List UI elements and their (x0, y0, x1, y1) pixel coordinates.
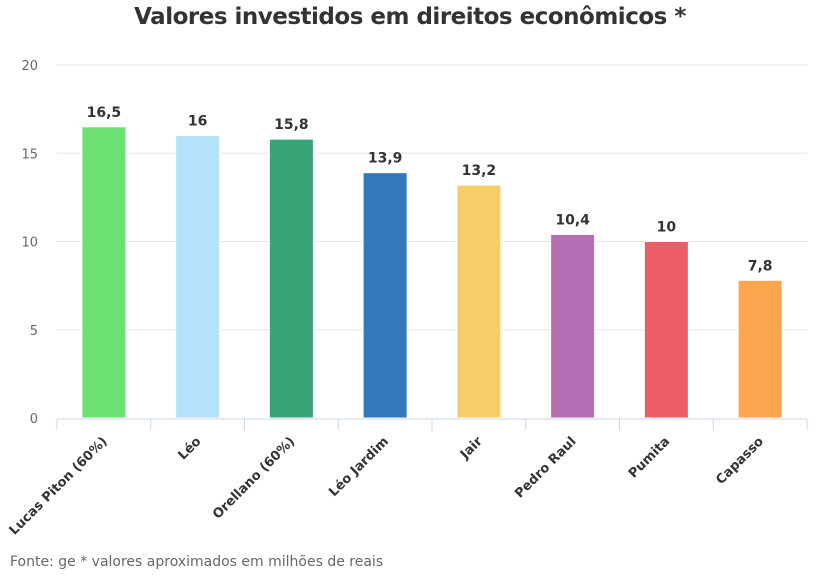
x-tick-label: Lucas Piton (60%) (7, 434, 111, 538)
bar (362, 172, 408, 419)
data-label: 10 (657, 220, 677, 236)
x-tick-label: Pumita (626, 434, 673, 481)
y-tick-label: 20 (21, 59, 38, 74)
bar (268, 138, 314, 419)
x-tick-label: Pedro Raul (512, 434, 579, 501)
y-tick-label: 10 (21, 236, 38, 251)
bar (643, 241, 689, 419)
gridlines (57, 64, 807, 331)
bar (550, 233, 596, 419)
bar (81, 126, 127, 419)
source-footer: Fonte: ge * valores aproximados em milhõ… (10, 554, 384, 570)
data-label: 16,5 (87, 105, 122, 121)
bar (737, 279, 783, 419)
data-label: 13,2 (462, 163, 497, 179)
x-tick-label: Jair (457, 434, 486, 463)
data-label: 13,9 (368, 151, 403, 167)
data-label: 7,8 (748, 258, 773, 274)
bar (456, 184, 502, 419)
x-tick-label: Léo (175, 434, 204, 463)
y-axis-ticks: 0 5 10 15 20 (21, 59, 38, 427)
data-label: 16 (188, 114, 207, 130)
data-labels: 16,5 16 15,8 13,9 13,2 10,4 10 7,8 (87, 105, 773, 275)
x-tick-label: Léo Jardim (326, 434, 392, 500)
x-axis: Lucas Piton (60%) Léo Orellano (60%) Léo Ja… (7, 418, 808, 538)
y-tick-label: 5 (30, 324, 38, 339)
bars (81, 126, 783, 419)
data-label: 10,4 (555, 212, 590, 228)
x-tick-label: Orellano (60%) (210, 434, 298, 522)
y-tick-label: 15 (21, 147, 38, 162)
chart-title: Valores investidos em direitos econômico… (134, 4, 686, 30)
x-tick-label: Capasso (713, 434, 767, 488)
bar (175, 135, 221, 419)
data-label: 15,8 (274, 117, 309, 133)
y-tick-label: 0 (30, 412, 38, 427)
